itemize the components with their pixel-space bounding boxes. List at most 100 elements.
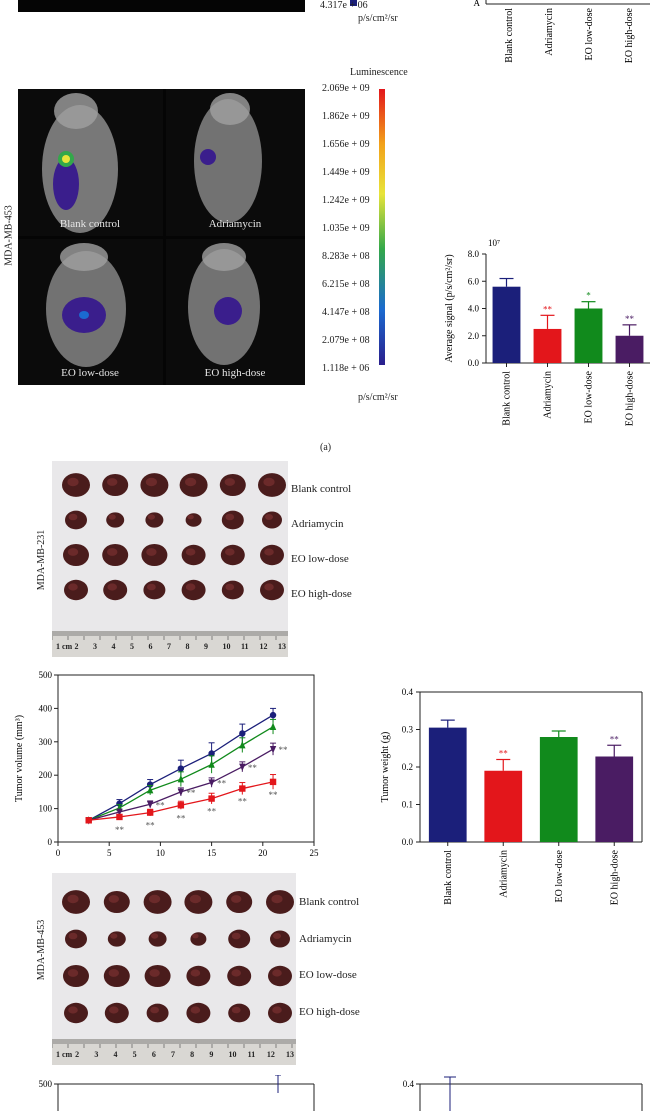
bar (428, 727, 467, 842)
tumor-highlight (67, 969, 79, 977)
mouse-image-adriamycin: Adriamycin (166, 89, 305, 236)
luminescence-image-grid: Blank control Adriamycin EO low-dose EO … (18, 89, 305, 385)
tumor-sample (228, 1003, 251, 1023)
ruler-label: 4 (114, 1050, 118, 1059)
ruler-label: 2 (75, 1050, 79, 1059)
ruler-label: 3 (93, 642, 97, 651)
data-point (177, 775, 185, 783)
mouse-label-high: EO high-dose (205, 367, 266, 379)
data-point (146, 786, 154, 794)
x-tick-label: 0 (56, 848, 61, 858)
tumor-highlight (231, 895, 242, 903)
tumor-highlight (146, 548, 157, 556)
significance-label: ** (543, 304, 553, 314)
tumor-highlight (67, 548, 79, 556)
bar (484, 770, 523, 842)
ruler-label: 3 (94, 1050, 98, 1059)
tumor-sample (220, 544, 245, 566)
tumor-sample (145, 512, 164, 528)
ruler-label: 7 (167, 642, 171, 651)
x-tick-label: 15 (207, 848, 217, 858)
tumor-highlight (150, 1006, 159, 1014)
tumor-highlight (189, 894, 201, 904)
significance-label: ** (269, 790, 279, 800)
ruler-label: 8 (186, 642, 190, 651)
data-point (85, 817, 92, 824)
bar (595, 756, 634, 842)
top-partial-axis-letter: A (474, 0, 481, 8)
category-label: Adriamycin (543, 371, 554, 419)
significance-label: ** (176, 813, 186, 823)
tumor-highlight (107, 548, 118, 556)
tumor-highlight (271, 894, 283, 904)
tumor-highlight (149, 969, 160, 977)
scale-value: 1.242e + 09 (322, 195, 370, 206)
x-tick-label: 20 (258, 848, 268, 858)
data-point (239, 730, 246, 737)
top-partial-category-label: Adriamycin (544, 8, 555, 56)
data-point (116, 800, 123, 807)
ruler-label: 7 (171, 1050, 175, 1059)
significance-label: ** (499, 749, 509, 759)
tumor-highlight (149, 894, 161, 904)
significance-label: ** (115, 825, 125, 835)
tumor-sample (65, 510, 87, 530)
y-tick-label: 100 (39, 804, 53, 814)
x-tick-label: 25 (310, 848, 320, 858)
data-point (116, 808, 123, 817)
ruler-label: 9 (204, 642, 208, 651)
tumor-row-label: EO low-dose (299, 969, 357, 981)
tumor-highlight (145, 477, 157, 487)
tumor-highlight (109, 1006, 119, 1014)
scale-value: 1.449e + 09 (322, 167, 370, 178)
tumor-sample (270, 930, 290, 948)
ruler-label: 6 (149, 642, 153, 651)
tumor-row-label: Adriamycin (299, 933, 352, 945)
tumor-highlight (108, 969, 119, 977)
ruler-label: 4 (112, 642, 116, 651)
tumor-highlight (147, 583, 156, 591)
significance-label: ** (207, 807, 217, 817)
significance-label: ** (610, 734, 620, 744)
mouse-image-high: EO high-dose (166, 239, 305, 385)
category-label: EO high-dose (609, 849, 620, 905)
top-partial-scale-value: 4.317e + 06 (320, 0, 368, 11)
tumor-highlight (272, 1006, 282, 1014)
tumor-highlight (231, 969, 241, 977)
tumor-highlight (108, 514, 116, 520)
y-tick-label: 4.0 (468, 304, 480, 314)
ruler-label: 11 (248, 1050, 256, 1059)
mouse-image-low: EO low-dose (18, 239, 163, 385)
tumor-highlight (68, 932, 78, 940)
ruler-label: 5 (130, 642, 134, 651)
tumor-highlight (231, 932, 241, 940)
plot-border (57, 674, 315, 843)
y-tick-label: 6.0 (468, 276, 480, 286)
y-tick-label: 0.1 (402, 800, 413, 810)
category-label: EO low-dose (584, 370, 595, 423)
tumor-sample (185, 513, 202, 527)
data-point (269, 711, 277, 719)
significance-label: * (586, 291, 591, 301)
y-tick-label: 0.0 (402, 837, 414, 847)
tumor-sample (148, 931, 167, 947)
ruler-label: 13 (278, 642, 286, 651)
bar (533, 328, 562, 363)
significance-label: ** (279, 745, 289, 755)
data-point (177, 788, 185, 797)
y-axis-label: Tumor volume (mm³) (14, 715, 25, 802)
scale-value: 1.862e + 09 (322, 111, 370, 122)
tumor-sample (268, 965, 292, 987)
tumor-sample (64, 1002, 88, 1024)
tumor-highlight (68, 1006, 78, 1014)
tumor-sample (260, 579, 284, 601)
y-tick-label: 300 (39, 737, 53, 747)
tumor-row-label: EO low-dose (291, 553, 349, 565)
tumor-sample (260, 544, 284, 566)
tumor-sample (181, 544, 206, 566)
tumor-highlight (273, 933, 281, 939)
ruler-label: 1 cm (56, 1050, 73, 1059)
category-label: EO high-dose (625, 370, 636, 426)
x-tick-label: 10 (156, 848, 166, 858)
tumor-highlight (107, 478, 118, 486)
